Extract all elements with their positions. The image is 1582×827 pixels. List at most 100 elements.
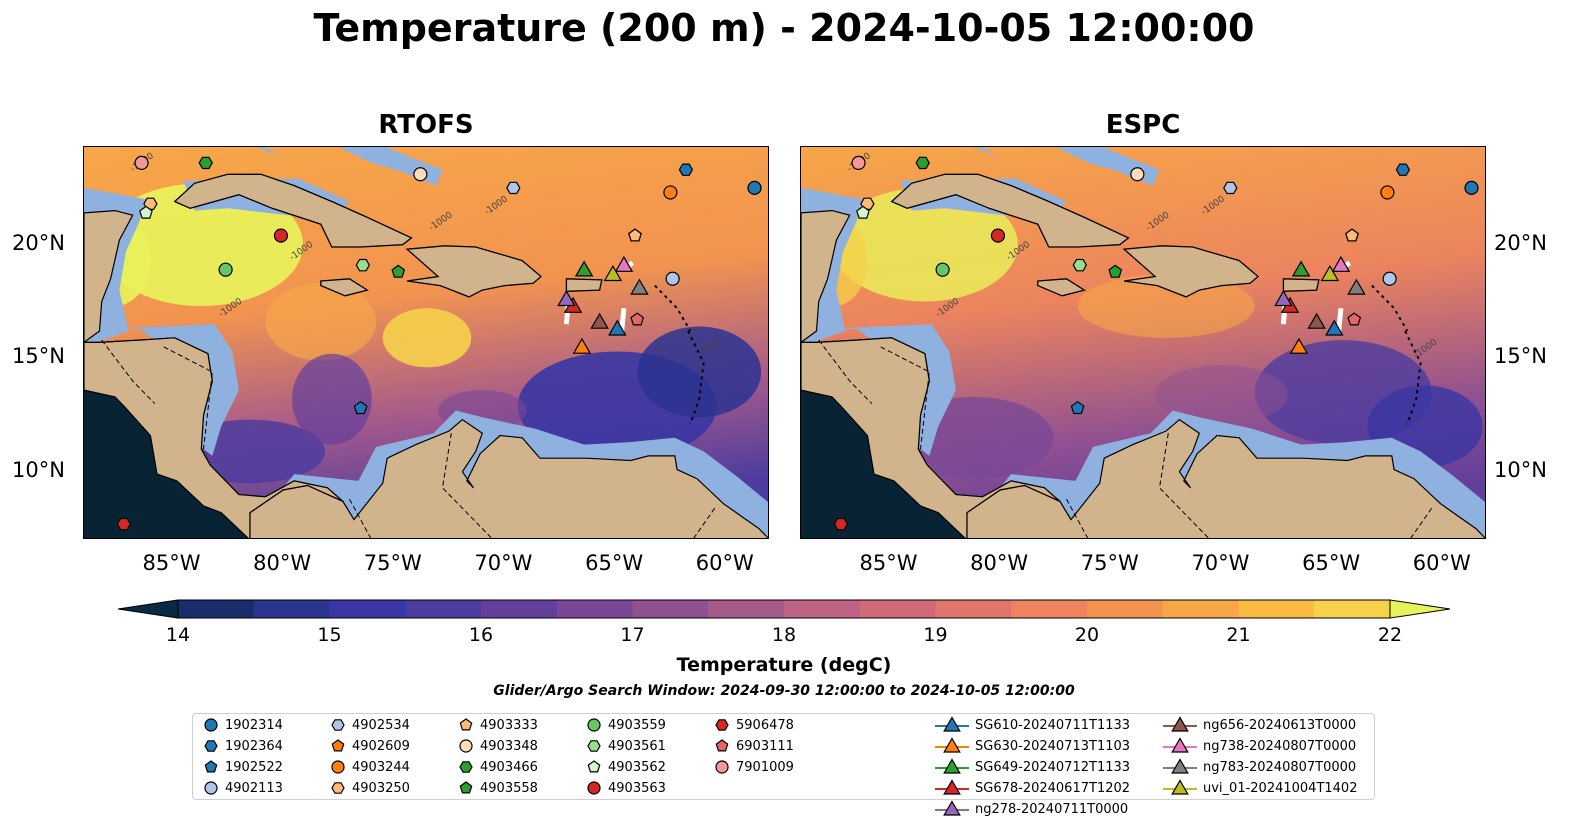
argo-float-4903348 xyxy=(413,167,428,182)
legend-label: ng783-20240807T0000 xyxy=(1203,759,1357,775)
puerto-rico-land xyxy=(565,278,603,292)
hispaniola-land xyxy=(1122,245,1259,298)
colorbar-tick-label: 16 xyxy=(468,624,494,646)
legend-symbol xyxy=(1171,737,1189,753)
country-border xyxy=(163,346,213,450)
colorbar-segment xyxy=(708,600,785,618)
legend-entry: 1902522 xyxy=(203,757,283,777)
argo-float-4903563 xyxy=(273,228,289,243)
legend-symbol xyxy=(204,760,218,773)
glider-track xyxy=(619,308,627,332)
country-border xyxy=(693,507,716,538)
legend-label: SG630-20240713T1103 xyxy=(975,738,1131,754)
legend-entry: SG630-20240713T1103 xyxy=(935,736,1130,756)
argo-float-1902314 xyxy=(1464,180,1479,195)
colorbar-extend-high xyxy=(1389,599,1451,619)
legend-symbol xyxy=(204,781,218,795)
sea-feature xyxy=(265,283,377,361)
search-window-text: Glider/Argo Search Window: 2024-09-30 12… xyxy=(493,683,1075,699)
colorbar-segment xyxy=(1238,600,1315,618)
legend-entry: SG678-20240617T1202 xyxy=(935,778,1130,798)
legend-marker-icon xyxy=(459,761,473,773)
sea-feature xyxy=(292,353,372,445)
legend-symbol xyxy=(459,718,473,731)
argo-float-7901009 xyxy=(134,155,149,171)
argo-float-4903558 xyxy=(391,264,406,278)
colorbar-segment xyxy=(481,600,558,618)
legend-symbol xyxy=(1171,716,1189,732)
legend-label: 1902522 xyxy=(225,759,283,775)
legend-label: 4903563 xyxy=(608,780,666,796)
glider-SG649-20240712T1133 xyxy=(574,260,594,277)
jamaica-land xyxy=(320,278,369,297)
legend-marker-icon xyxy=(204,760,218,773)
map-espc[interactable]: -1000-1000-1000-1000-1000-1000 xyxy=(800,146,1486,539)
legend-entry: ng738-20240807T0000 xyxy=(1163,736,1356,756)
argo-float-4903333 xyxy=(1345,228,1359,242)
shallow-shelf xyxy=(973,147,996,157)
argo-float-4902113 xyxy=(1382,271,1397,286)
yucatan-land xyxy=(84,209,134,344)
y-tick-label: 10°N xyxy=(1494,457,1547,482)
lesser-antilles xyxy=(1404,330,1422,425)
x-tick-label: 85°W xyxy=(859,551,918,575)
colorbar-tick-label: 21 xyxy=(1226,624,1251,646)
cuba-land xyxy=(890,173,1130,248)
colorbar-segment xyxy=(253,600,330,618)
glider-ng278-20240711T0000 xyxy=(1274,289,1293,307)
legend-label: SG678-20240617T1202 xyxy=(975,780,1131,796)
x-tick-label: 80°W xyxy=(253,551,312,575)
jamaica-land xyxy=(1037,278,1086,297)
colorbar-segment xyxy=(632,600,709,618)
argo-float-7901009 xyxy=(851,155,866,171)
legend-entry: 4902609 xyxy=(330,736,410,756)
argo-float-1902364 xyxy=(1395,163,1411,176)
x-tick-label: 65°W xyxy=(1302,551,1361,575)
legend-symbol xyxy=(459,739,473,753)
legend-symbol xyxy=(943,800,961,816)
sea-feature xyxy=(1155,365,1288,425)
x-tick-label: 75°W xyxy=(363,551,422,575)
argo-float-1902364 xyxy=(678,163,694,176)
legend-symbol xyxy=(715,739,729,752)
glider-ng656-20240613T0000 xyxy=(1307,312,1326,329)
legend-entry: SG649-20240712T1133 xyxy=(935,757,1130,777)
legend-entry: 4903558 xyxy=(458,778,538,798)
colorbar-segment xyxy=(1314,600,1391,618)
glider-ng783-20240807T0000 xyxy=(630,278,649,295)
figure-title: Temperature (200 m) - 2024-10-05 12:00:0… xyxy=(313,6,1255,50)
map-rtofs[interactable]: -1000-1000-1000-1000-1000-1000 xyxy=(83,146,769,539)
x-tick-label: 65°W xyxy=(585,551,644,575)
sea-feature xyxy=(831,187,1018,302)
legend-label: 1902314 xyxy=(225,717,283,733)
legend-marker-icon xyxy=(331,760,345,774)
legend-marker-icon xyxy=(1163,716,1197,732)
legend-label: ng278-20240711T0000 xyxy=(975,801,1129,817)
legend-symbol xyxy=(331,782,345,794)
legend-marker-icon xyxy=(1163,758,1197,774)
leeward-islands xyxy=(1371,284,1409,332)
argo-float-4903561 xyxy=(1072,258,1087,272)
colorbar-tick-label: 22 xyxy=(1377,624,1403,646)
legend-label: ng738-20240807T0000 xyxy=(1203,738,1357,754)
legend-symbol xyxy=(943,758,961,774)
legend-label: 4902609 xyxy=(352,738,410,754)
legend-label: 4903348 xyxy=(480,738,538,754)
legend-label: 4903244 xyxy=(352,759,410,775)
legend-entry: 4903562 xyxy=(586,757,666,777)
argo-float-4902534 xyxy=(506,181,521,195)
colorbar-tick-label: 15 xyxy=(317,624,342,646)
colorbar-segment xyxy=(178,600,255,618)
glider-ng783-20240807T0000 xyxy=(1347,278,1366,295)
legend-label: uvi_01-20241004T1402 xyxy=(1203,780,1358,796)
legend-marker-icon xyxy=(587,718,601,732)
y-tick-label: 20°N xyxy=(12,230,65,255)
legend-symbol xyxy=(587,760,601,773)
glider-SG610-20240711T1133 xyxy=(608,319,627,336)
argo-float-5906478 xyxy=(116,517,131,531)
sea-feature xyxy=(1077,274,1255,338)
x-tick-label: 70°W xyxy=(474,551,533,575)
legend-symbol xyxy=(1171,779,1189,795)
legend-marker-icon xyxy=(1163,737,1197,753)
argo-float-4903561 xyxy=(355,258,370,272)
